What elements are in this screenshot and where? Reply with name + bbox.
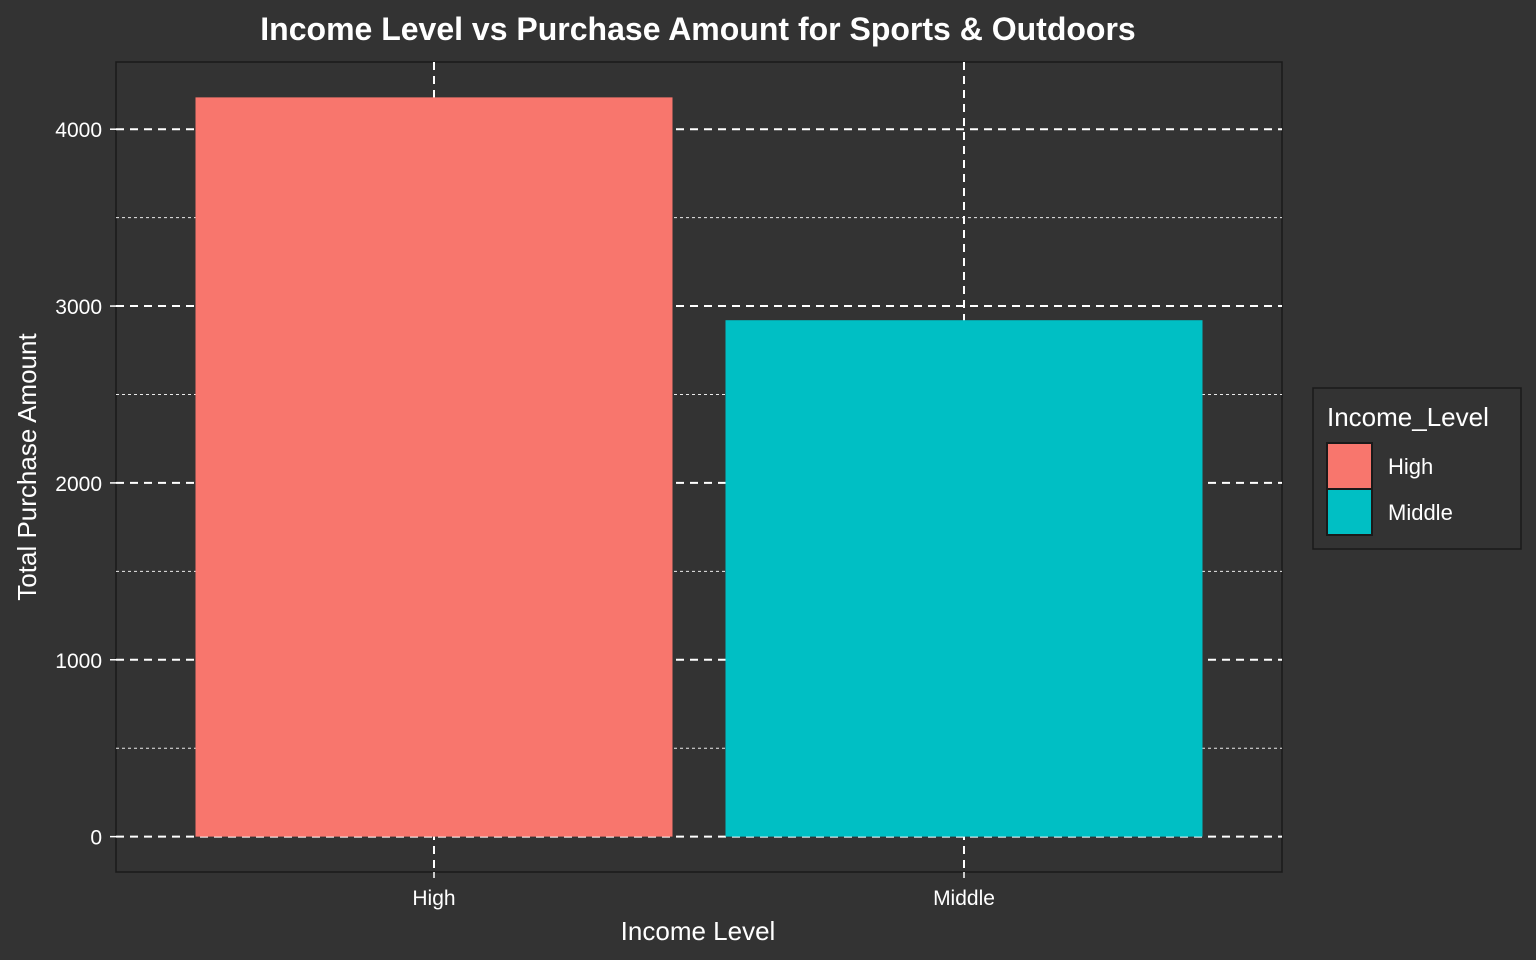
y-tick-label: 4000 [55,119,102,142]
y-tick-label: 2000 [55,473,102,496]
y-tick-label: 3000 [55,296,102,319]
y-tick-label: 0 [90,827,102,850]
x-tick-label: High [412,887,455,910]
legend: Income_Level High Middle [1312,387,1522,550]
x-tick-label: Middle [933,887,995,910]
bar-middle [725,320,1203,837]
y-axis-ticks: 0 1000 2000 3000 4000 [55,119,116,850]
legend-box [1312,387,1522,550]
legend-label-middle: Middle [1388,500,1453,525]
legend-key-high [1326,442,1373,490]
legend-items: High Middle [1326,442,1453,536]
x-axis-title: Income Level [621,916,776,946]
plot-panel-border [115,61,1283,873]
y-tick-label: 1000 [55,650,102,673]
chart-title: Income Level vs Purchase Amount for Spor… [260,11,1135,47]
legend-key-middle [1326,488,1373,536]
x-axis-ticks: High Middle [412,872,995,910]
legend-label-high: High [1388,454,1433,479]
y-axis-title: Total Purchase Amount [12,333,42,601]
bar-high [195,97,673,837]
bars [195,97,1203,837]
legend-title: Income_Level [1327,402,1489,432]
